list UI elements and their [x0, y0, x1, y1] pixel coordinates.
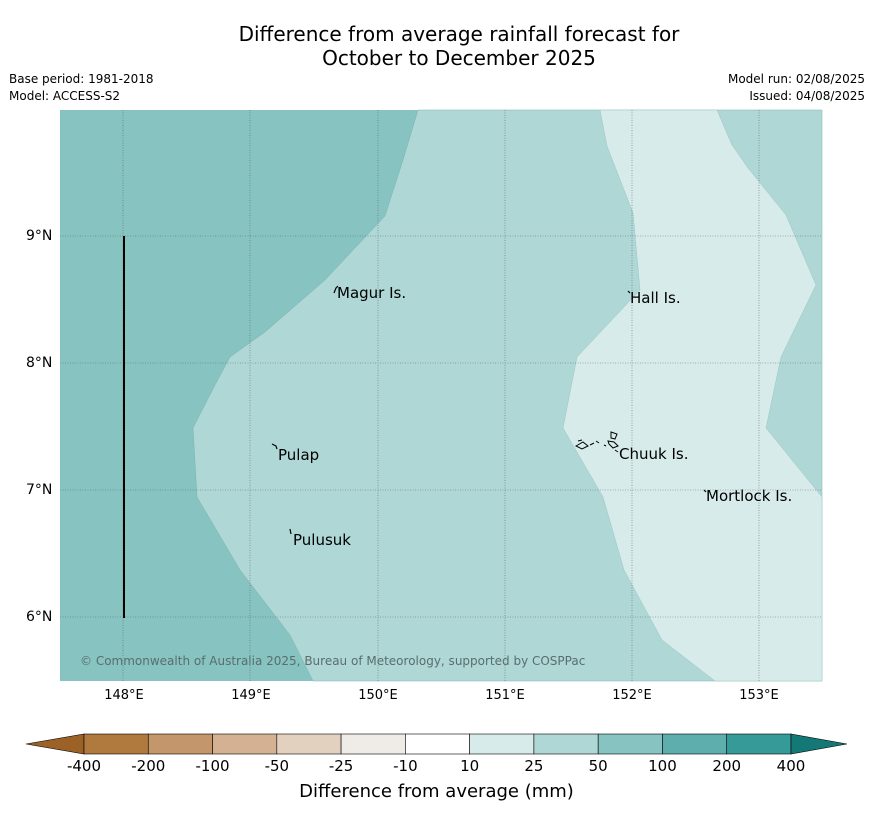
colorbar-arrow-low [25, 733, 85, 755]
place-pulusuk: Pulusuk [293, 531, 351, 549]
map-title: Difference from average rainfall forecas… [0, 22, 873, 70]
graticule [60, 110, 822, 681]
colorbar-swatch [212, 733, 278, 755]
lat-label-7n: 7°N [26, 482, 53, 498]
band-10-25 [562, 109, 823, 682]
colorbar-swatch [83, 733, 149, 755]
pulusuk-island-shape [289, 528, 292, 535]
lon-label-150e: 150°E [358, 688, 398, 703]
place-hall: Hall Is. [630, 289, 681, 307]
place-mortlock: Mortlock Is. [706, 487, 793, 505]
colorbar-title: Difference from average (mm) [299, 781, 574, 802]
islands [271, 285, 707, 535]
colorbar-tick-label: 25 [524, 757, 544, 775]
mortlock-island-shape [703, 489, 707, 493]
model-name: Model: ACCESS-S2 [9, 89, 121, 103]
pulap-island-shape [271, 443, 278, 450]
colorbar-swatch [405, 733, 470, 755]
colorbar-tick-label: -400 [66, 757, 102, 775]
colorbar-tick-label: 200 [712, 757, 742, 775]
meta-right: Model run: 02/08/2025 Issued: 04/08/2025 [728, 71, 865, 105]
lon-label-148e: 148°E [104, 688, 144, 703]
place-magur: Magur Is. [337, 284, 407, 302]
colorbar-tick-label: -25 [328, 757, 354, 775]
place-chuuk: Chuuk Is. [619, 445, 689, 463]
lat-label-8n: 8°N [26, 355, 53, 371]
colorbar-tick-label: -10 [393, 757, 418, 775]
colorbar-tick-label: 100 [648, 757, 677, 775]
colorbar-swatch [147, 733, 213, 755]
lon-label-152e: 152°E [612, 688, 652, 703]
colorbar-tick-label: -100 [195, 757, 230, 775]
model-run-date: Model run: 02/08/2025 [727, 72, 865, 86]
lon-label-149e: 149°E [231, 688, 271, 703]
colorbar-tick-label: 50 [588, 757, 608, 775]
colorbar-swatches [25, 733, 848, 755]
lon-label-153e: 153°E [739, 688, 779, 703]
colorbar-arrow-high [790, 733, 848, 755]
colorbar-tick-label: 400 [776, 757, 806, 775]
title-line-2: October to December 2025 [322, 46, 596, 70]
lat-label-9n: 9°N [26, 228, 53, 244]
copyright-notice: © Commonwealth of Australia 2025, Bureau… [80, 654, 586, 668]
hall-island-shape [627, 290, 631, 294]
title-line-1: Difference from average rainfall forecas… [238, 22, 680, 46]
colorbar-tick-label: -50 [264, 757, 290, 775]
base-period: Base period: 1981-2018 [9, 72, 154, 86]
colorbar-tick-label: 10 [460, 757, 480, 775]
issued-date: Issued: 04/08/2025 [749, 89, 865, 103]
magur-island-shape [333, 285, 339, 294]
colorbar-swatch [340, 733, 406, 755]
colorbar-swatch [533, 733, 599, 755]
chuuk-lagoon-shape [574, 431, 619, 453]
colorbar-swatch [662, 733, 728, 755]
meta-left: Base period: 1981-2018 Model: ACCESS-S2 [9, 71, 154, 105]
colorbar-swatch [469, 733, 535, 755]
colorbar-swatch [276, 733, 342, 755]
place-pulap: Pulap [278, 446, 320, 464]
lon-label-151e: 151°E [485, 688, 525, 703]
colorbar-tick-label: -200 [131, 757, 166, 775]
lat-label-6n: 6°N [26, 609, 53, 625]
colorbar-swatch [597, 733, 663, 755]
colorbar-swatch [726, 733, 792, 755]
